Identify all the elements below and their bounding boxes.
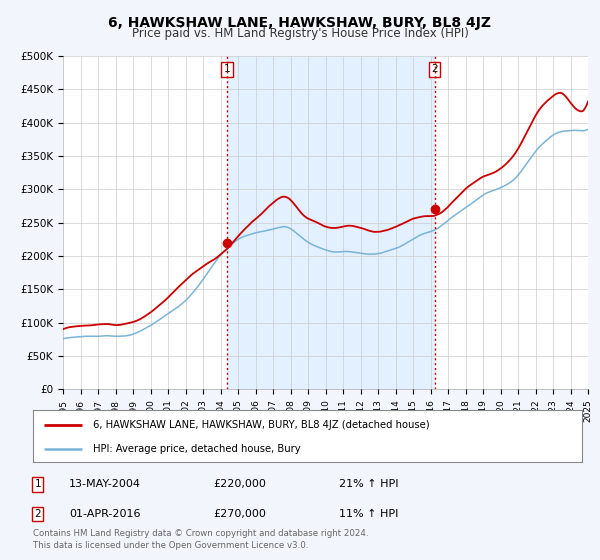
Text: 01-APR-2016: 01-APR-2016 [69,509,140,519]
Text: 11% ↑ HPI: 11% ↑ HPI [339,509,398,519]
Text: Contains HM Land Registry data © Crown copyright and database right 2024.: Contains HM Land Registry data © Crown c… [33,529,368,538]
Text: 6, HAWKSHAW LANE, HAWKSHAW, BURY, BL8 4JZ (detached house): 6, HAWKSHAW LANE, HAWKSHAW, BURY, BL8 4J… [94,420,430,430]
Text: 13-MAY-2004: 13-MAY-2004 [69,479,141,489]
Text: 21% ↑ HPI: 21% ↑ HPI [339,479,398,489]
Text: 2: 2 [431,64,438,74]
Text: 1: 1 [34,479,41,489]
Text: Price paid vs. HM Land Registry's House Price Index (HPI): Price paid vs. HM Land Registry's House … [131,27,469,40]
Text: This data is licensed under the Open Government Licence v3.0.: This data is licensed under the Open Gov… [33,541,308,550]
Text: £270,000: £270,000 [213,509,266,519]
Text: 6, HAWKSHAW LANE, HAWKSHAW, BURY, BL8 4JZ: 6, HAWKSHAW LANE, HAWKSHAW, BURY, BL8 4J… [109,16,491,30]
Text: 1: 1 [224,64,230,74]
Text: £220,000: £220,000 [213,479,266,489]
Bar [227,56,435,389]
Text: 2: 2 [34,509,41,519]
Text: HPI: Average price, detached house, Bury: HPI: Average price, detached house, Bury [94,444,301,454]
